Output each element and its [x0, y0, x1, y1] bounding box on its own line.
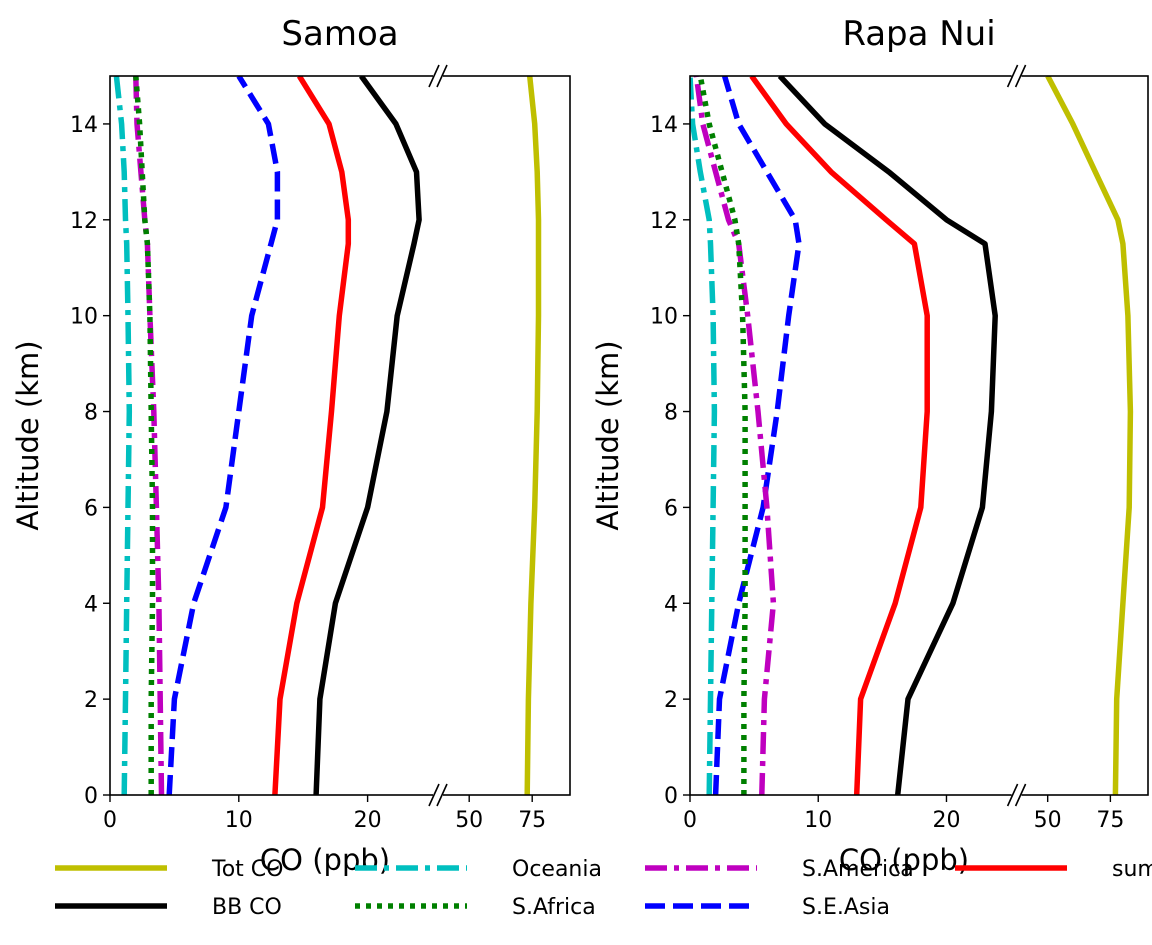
y-tick-label: 6 — [84, 496, 98, 521]
axis-break-mark — [428, 783, 440, 807]
y-tick-label: 6 — [664, 496, 678, 521]
series-line-oceania — [690, 76, 718, 795]
x-axis-label: CO (ppb) — [260, 843, 390, 877]
series-line-s-africa — [697, 76, 748, 795]
series-line-s-america — [133, 76, 165, 795]
y-tick-label: 10 — [650, 305, 678, 330]
legend-item: sum — [955, 857, 1152, 882]
legend-item: Tot CO — [55, 857, 283, 882]
series-line-bb-co — [313, 76, 422, 795]
x-tick-label: 20 — [354, 808, 382, 833]
y-tick-label: 14 — [70, 113, 98, 138]
y-tick-label: 14 — [650, 113, 678, 138]
x-tick-label: 50 — [1034, 808, 1062, 833]
legend-label: BB CO — [212, 895, 282, 920]
axis-break-mark — [1014, 783, 1027, 807]
y-tick-label: 4 — [84, 592, 98, 617]
x-tick-label: 0 — [103, 808, 117, 833]
x-axis-label: CO (ppb) — [839, 843, 969, 877]
series-line-oceania — [113, 76, 133, 795]
x-tick-label: 0 — [683, 808, 697, 833]
series-line-sum — [272, 76, 352, 795]
axis-break-gap — [433, 792, 443, 798]
axis-break-gap — [433, 73, 443, 79]
series-lines — [113, 76, 542, 795]
legend-label: Tot CO — [211, 857, 283, 882]
legend-item: S.Africa — [355, 895, 596, 920]
legend-label: S.Africa — [512, 895, 596, 920]
y-tick-label: 12 — [70, 209, 98, 234]
axis-break-mark — [428, 64, 440, 88]
legend-item: S.E.Asia — [645, 895, 890, 920]
y-tick-label: 4 — [664, 592, 678, 617]
panel-title: Samoa — [281, 14, 398, 54]
axis-break-mark — [436, 64, 448, 88]
legend-item: BB CO — [55, 895, 282, 920]
legend: Tot CO BB CO Oceania S.Africa S.America S.E.A… — [55, 857, 1152, 920]
y-tick-label: 12 — [650, 209, 678, 234]
series-line-bb-co — [777, 76, 998, 795]
y-tick-label: 0 — [84, 784, 98, 809]
axes-frame — [689, 75, 1149, 796]
y-tick-label: 0 — [664, 784, 678, 809]
legend-label: sum — [1112, 857, 1152, 882]
axis-break-gap — [1011, 73, 1022, 79]
y-axis-label: Altitude (km) — [591, 340, 625, 530]
series-line-tot-co — [524, 76, 542, 795]
panel-left: 0 2 4 6 8 10 12 14 0 10 20 50 75 Samoa CO (ppb) Altitud… — [11, 14, 571, 877]
legend-label: S.E.Asia — [802, 895, 890, 920]
axis-break-mark — [1014, 64, 1027, 88]
series-line-sum — [749, 76, 930, 795]
x-tick-label: 75 — [1096, 808, 1124, 833]
y-tick-label: 10 — [70, 305, 98, 330]
series-line-tot-co — [1045, 76, 1134, 795]
axes-frame — [109, 75, 571, 796]
axis-break-mark — [1006, 64, 1019, 88]
y-axis-label: Altitude (km) — [11, 340, 45, 530]
series-line-s-e-asia — [712, 76, 802, 795]
series-line-s-america — [693, 76, 777, 795]
x-tick-label: 75 — [518, 808, 546, 833]
panel-right: 0 2 4 6 8 10 12 14 0 10 20 50 75 Rapa Nui CO (ppb) Alti… — [591, 14, 1149, 877]
legend-label: Oceania — [512, 857, 602, 882]
panel-title: Rapa Nui — [842, 14, 995, 54]
axis-break-gap — [1011, 792, 1022, 798]
legend-label: S.America — [802, 857, 914, 882]
legend-item: S.America — [645, 857, 914, 882]
x-tick-label: 50 — [455, 808, 483, 833]
y-tick-label: 2 — [84, 688, 98, 713]
series-line-s-africa — [133, 76, 156, 795]
x-tick-label: 20 — [932, 808, 960, 833]
axis-break-mark — [1006, 783, 1019, 807]
legend-item: Oceania — [355, 857, 602, 882]
y-tick-label: 8 — [84, 401, 98, 426]
y-tick-label: 2 — [664, 688, 678, 713]
axis-break-mark — [436, 783, 448, 807]
x-tick-label: 10 — [804, 808, 832, 833]
y-tick-label: 8 — [664, 401, 678, 426]
series-lines — [690, 76, 1134, 795]
series-line-s-e-asia — [166, 76, 281, 795]
x-tick-label: 10 — [225, 808, 253, 833]
